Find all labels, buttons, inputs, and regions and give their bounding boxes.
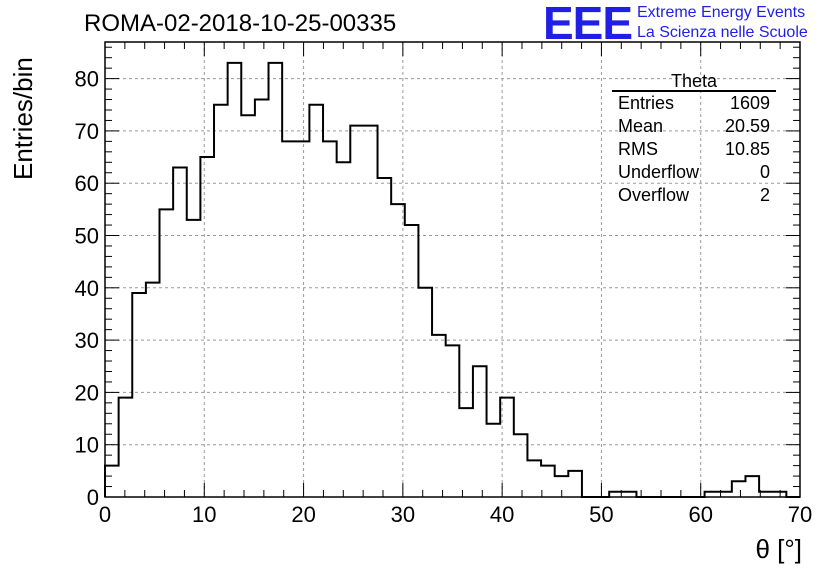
- y-axis-label: Entries/bin: [8, 57, 38, 180]
- stats-row-rms: RMS 10.85: [612, 138, 776, 161]
- stats-label: Mean: [618, 116, 664, 136]
- x-tick-label: 30: [391, 502, 415, 527]
- plot-frame: [104, 41, 801, 498]
- x-tick-label: 70: [788, 502, 812, 527]
- stats-value: 20.59: [724, 116, 770, 136]
- stats-label: Overflow: [618, 185, 690, 205]
- y-tick-label: 30: [75, 328, 99, 353]
- y-tick-label: 80: [75, 67, 99, 92]
- logo-text-line2: La Scienza nelle Scuole: [637, 24, 808, 41]
- x-tick-label: 60: [688, 502, 712, 527]
- x-tick-label: 0: [99, 502, 111, 527]
- x-tick-label: 40: [490, 502, 514, 527]
- stats-row-overflow: Overflow 2: [612, 184, 776, 207]
- stats-row-entries: Entries 1609: [612, 92, 776, 115]
- stats-title: Theta: [612, 72, 776, 92]
- x-tick-label: 10: [192, 502, 216, 527]
- x-axis-label: θ [°]: [755, 534, 802, 564]
- stats-box: Theta Entries 1609 Mean 20.59 RMS 10.85 …: [612, 72, 776, 207]
- stats-label: Entries: [618, 93, 675, 113]
- stats-value: 2: [759, 185, 770, 205]
- stats-row-mean: Mean 20.59: [612, 115, 776, 138]
- stats-value: 0: [759, 162, 770, 182]
- logo-text-line1: Extreme Energy Events: [637, 4, 806, 21]
- stats-label: Underflow: [618, 162, 700, 182]
- stats-row-underflow: Underflow 0: [612, 161, 776, 184]
- y-tick-label: 50: [75, 224, 99, 249]
- stats-value: 10.85: [724, 139, 770, 159]
- y-tick-label: 0: [87, 485, 99, 510]
- y-tick-label: 40: [75, 276, 99, 301]
- stats-label: RMS: [618, 139, 658, 159]
- stats-value: 1609: [729, 93, 770, 113]
- eee-logo: EEE: [543, 0, 633, 49]
- chart-title: ROMA-02-2018-10-25-00335: [84, 10, 397, 37]
- y-tick-label: 10: [75, 433, 99, 458]
- y-tick-label: 20: [75, 380, 99, 405]
- x-tick-label: 50: [589, 502, 613, 527]
- x-tick-label: 20: [291, 502, 315, 527]
- y-tick-label: 60: [75, 171, 99, 196]
- y-tick-label: 70: [75, 119, 99, 144]
